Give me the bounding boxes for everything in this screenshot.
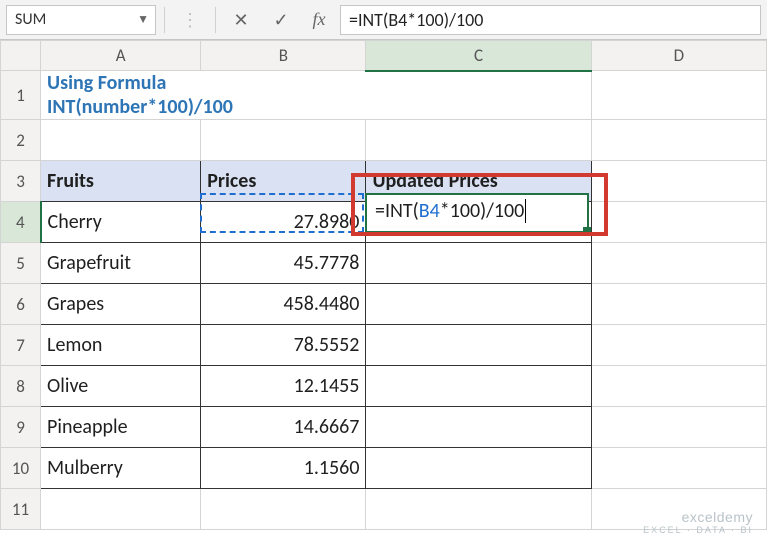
formula-input[interactable]: =INT(B4*100)/100 [340,5,761,35]
watermark: exceldemy EXCEL · DATA · BI [643,509,753,535]
separator [215,7,216,33]
grid-row: 1Using Formula INT(number*100)/100 [1,71,767,120]
name-box[interactable]: SUM ▼ [6,5,156,35]
formula-prefix: =INT( [375,199,419,223]
row-header[interactable]: 2 [1,120,41,161]
select-all-corner[interactable] [1,41,41,71]
cell-B11[interactable] [201,489,366,530]
cell-D10[interactable] [591,448,766,489]
watermark-sub: EXCEL · DATA · BI [643,525,753,535]
cell-edit-text[interactable]: =INT(B4*100)/100 [369,193,532,229]
cell-D9[interactable] [591,407,766,448]
formula-suffix: *100)/100 [440,199,525,223]
cell-A9[interactable]: Pineapple [41,407,201,448]
cell-D1[interactable] [591,71,766,120]
cell-B3[interactable]: Prices [201,161,366,202]
row-header[interactable]: 9 [1,407,41,448]
row-header[interactable]: 10 [1,448,41,489]
fx-icon[interactable]: fx [304,9,334,30]
cell-D6[interactable] [591,284,766,325]
cell-B10[interactable]: 1.1560 [201,448,366,489]
grid-row: 2 [1,120,767,161]
grid-row: 7Lemon78.5552 [1,325,767,366]
grid-row: 8Olive12.1455 [1,366,767,407]
row-header[interactable]: 8 [1,366,41,407]
name-box-value: SUM [15,10,46,29]
cell-C9[interactable] [366,407,591,448]
row-header[interactable]: 1 [1,71,41,120]
cell-C2[interactable] [366,120,591,161]
cell-B2[interactable] [201,120,366,161]
cancel-icon[interactable]: ✕ [224,5,258,35]
cell-A8[interactable]: Olive [41,366,201,407]
cell-A3[interactable]: Fruits [41,161,201,202]
cell-B6[interactable]: 458.4480 [201,284,366,325]
cell-C11[interactable] [366,489,591,530]
separator [164,7,165,33]
cell-C1[interactable] [366,71,591,120]
cell-A5[interactable]: Grapefruit [41,243,201,284]
row-header[interactable]: 5 [1,243,41,284]
grid-row: 6Grapes458.4480 [1,284,767,325]
chevron-down-icon[interactable]: ▼ [137,12,149,27]
row-header[interactable]: 11 [1,489,41,530]
formula-ref: B4 [419,199,440,223]
grid-row: 9Pineapple14.6667 [1,407,767,448]
col-header-C[interactable]: C [366,41,591,71]
col-header-D[interactable]: D [591,41,766,71]
cell-A2[interactable] [41,120,201,161]
cell-C7[interactable] [366,325,591,366]
cell-A6[interactable]: Grapes [41,284,201,325]
text-cursor [525,199,526,223]
cell-C5[interactable] [366,243,591,284]
watermark-main: exceldemy [682,509,753,525]
cell-B8[interactable]: 12.1455 [201,366,366,407]
cell-B7[interactable]: 78.5552 [201,325,366,366]
cell-D5[interactable] [591,243,766,284]
cell-B4[interactable]: 27.8980 [201,202,366,243]
column-headers: A B C D [1,41,767,71]
cell-D4[interactable] [591,202,766,243]
cell-D8[interactable] [591,366,766,407]
grid-row: 5Grapefruit45.7778 [1,243,767,284]
title-cell[interactable]: Using Formula INT(number*100)/100 [41,71,201,120]
cell-D2[interactable] [591,120,766,161]
cell-B5[interactable]: 45.7778 [201,243,366,284]
cell-A4[interactable]: Cherry [41,202,201,243]
cell-B9[interactable]: 14.6667 [201,407,366,448]
col-header-A[interactable]: A [41,41,201,71]
cell-D3[interactable] [591,161,766,202]
cell-D7[interactable] [591,325,766,366]
cell-A7[interactable]: Lemon [41,325,201,366]
col-header-B[interactable]: B [201,41,366,71]
cell-A11[interactable] [41,489,201,530]
cell-C8[interactable] [366,366,591,407]
cell-C10[interactable] [366,448,591,489]
formula-bar: SUM ▼ ⋮ ✕ ✓ fx =INT(B4*100)/100 [0,0,767,40]
grid-row: 10Mulberry1.1560 [1,448,767,489]
row-header[interactable]: 7 [1,325,41,366]
cell-A10[interactable]: Mulberry [41,448,201,489]
cell-C6[interactable] [366,284,591,325]
enter-icon[interactable]: ✓ [264,5,298,35]
row-header[interactable]: 4 [1,202,41,243]
dots-icon: ⋮ [173,5,207,35]
row-header[interactable]: 3 [1,161,41,202]
formula-text: =INT(B4*100)/100 [349,9,483,31]
spreadsheet-grid[interactable]: A B C D 1Using Formula INT(number*100)/1… [0,40,767,530]
row-header[interactable]: 6 [1,284,41,325]
